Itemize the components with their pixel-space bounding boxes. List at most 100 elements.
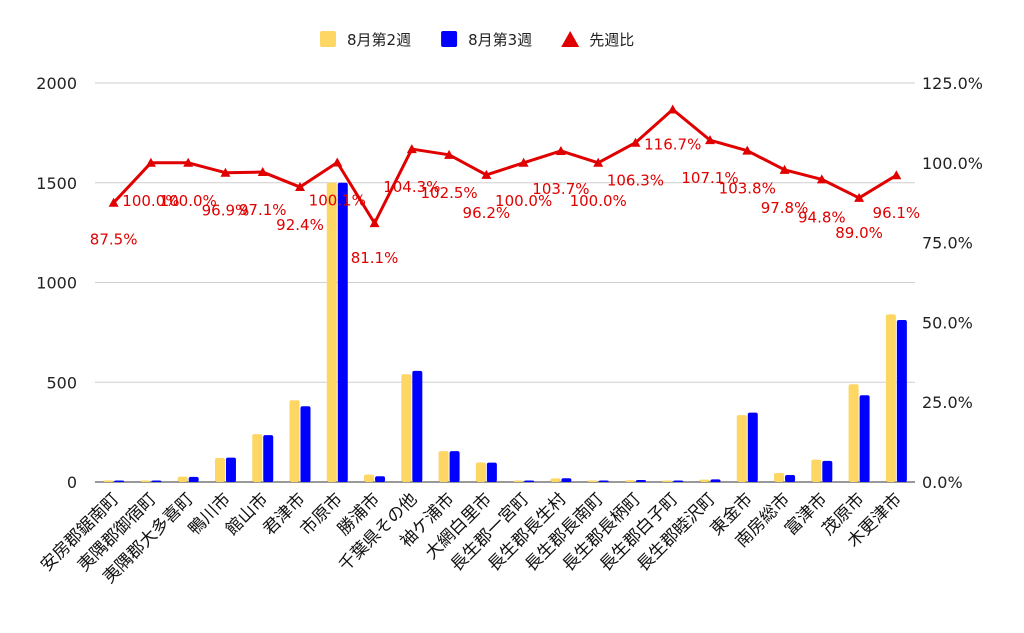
bar — [635, 480, 646, 482]
data-label: 97.1% — [239, 201, 287, 219]
data-label: 89.0% — [835, 224, 883, 242]
left-tick-label: 2000 — [36, 74, 77, 93]
data-label: 104.3% — [383, 178, 440, 196]
line-point — [593, 157, 604, 167]
bar — [699, 479, 710, 482]
legend-label: 8月第3週 — [468, 31, 532, 49]
bar — [263, 435, 274, 482]
line-point — [481, 169, 492, 179]
bar — [486, 462, 497, 482]
data-label: 100.1% — [309, 191, 366, 209]
bar — [151, 480, 162, 482]
bar — [114, 480, 125, 482]
line-point — [816, 174, 827, 184]
line-point — [108, 197, 119, 207]
bar — [624, 480, 635, 482]
data-label: 100.0% — [570, 192, 627, 210]
left-axis-ticks: 0 500 1000 1500 2000 — [36, 74, 77, 492]
bar — [673, 480, 684, 482]
ratio-line — [108, 104, 902, 228]
bar — [561, 478, 572, 482]
right-tick-label: 125.0% — [922, 74, 983, 93]
right-tick-label: 50.0% — [922, 313, 973, 332]
data-labels: 87.5%100.0%100.0%96.9%97.1%92.4%100.1%81… — [90, 135, 920, 267]
line-point — [444, 149, 455, 159]
line-point — [145, 157, 156, 167]
bar — [412, 370, 423, 482]
bar — [598, 480, 609, 482]
bar — [785, 475, 796, 482]
line-point — [332, 157, 343, 167]
data-label: 87.5% — [90, 231, 138, 249]
ratio-line-path — [112, 107, 898, 225]
legend-swatch — [320, 31, 336, 47]
line-point — [183, 157, 194, 167]
data-label: 100.0% — [122, 192, 179, 210]
data-label: 92.4% — [276, 216, 324, 234]
line-point — [891, 170, 902, 180]
bar — [747, 412, 758, 482]
line-point — [257, 167, 268, 177]
legend-swatch — [441, 31, 458, 47]
legend-label: 先週比 — [589, 31, 634, 49]
bar — [225, 457, 236, 482]
data-label: 94.8% — [798, 208, 846, 226]
bar — [140, 480, 151, 482]
data-label: 100.0% — [495, 192, 552, 210]
bar — [524, 480, 535, 482]
legend-label: 8月第2週 — [347, 31, 411, 49]
left-tick-label: 0 — [67, 473, 77, 492]
data-label: 103.8% — [719, 180, 776, 198]
line-point — [555, 145, 566, 155]
bar — [214, 458, 225, 482]
bar — [513, 480, 524, 482]
data-label: 97.8% — [761, 199, 809, 217]
line-point — [220, 167, 231, 177]
bar — [587, 480, 598, 482]
bar — [375, 476, 386, 482]
bar — [710, 479, 721, 482]
line-point — [705, 135, 715, 145]
right-tick-label: 75.0% — [922, 234, 973, 253]
left-tick-label: 1500 — [36, 174, 77, 193]
bar — [662, 480, 673, 482]
bar — [774, 473, 785, 482]
bar — [289, 400, 300, 482]
line-point — [518, 157, 529, 167]
line-point — [630, 137, 641, 147]
right-tick-label: 100.0% — [922, 154, 983, 173]
bar — [736, 415, 747, 482]
right-tick-label: 0.0% — [922, 473, 963, 492]
data-label: 100.0% — [160, 192, 217, 210]
bar — [337, 182, 348, 482]
bar — [822, 460, 833, 482]
bar — [401, 374, 412, 482]
bar — [188, 476, 199, 482]
line-point — [406, 144, 417, 154]
line-point — [369, 218, 380, 228]
data-label: 116.7% — [644, 135, 701, 153]
bar — [896, 320, 907, 482]
bar — [811, 459, 822, 482]
bar — [103, 480, 114, 482]
bars — [103, 182, 907, 482]
bar — [300, 406, 311, 482]
gridlines — [95, 82, 915, 483]
bar — [550, 478, 561, 482]
right-axis-ticks: 0.0% 25.0% 50.0% 75.0% 100.0% 125.0% — [922, 74, 983, 492]
data-label: 102.5% — [420, 184, 477, 202]
left-tick-label: 1000 — [36, 274, 77, 293]
line-point — [742, 145, 753, 155]
bar — [848, 384, 859, 482]
data-label: 107.1% — [681, 169, 738, 187]
legend-swatch — [561, 31, 580, 47]
bar — [438, 451, 449, 482]
line-point — [667, 104, 678, 114]
right-tick-label: 25.0% — [922, 393, 973, 412]
bar — [177, 476, 188, 482]
bar — [326, 182, 337, 482]
legend: 8月第2週 8月第3週 先週比 — [320, 31, 634, 49]
data-label: 103.7% — [532, 180, 589, 198]
line-point — [779, 164, 790, 174]
